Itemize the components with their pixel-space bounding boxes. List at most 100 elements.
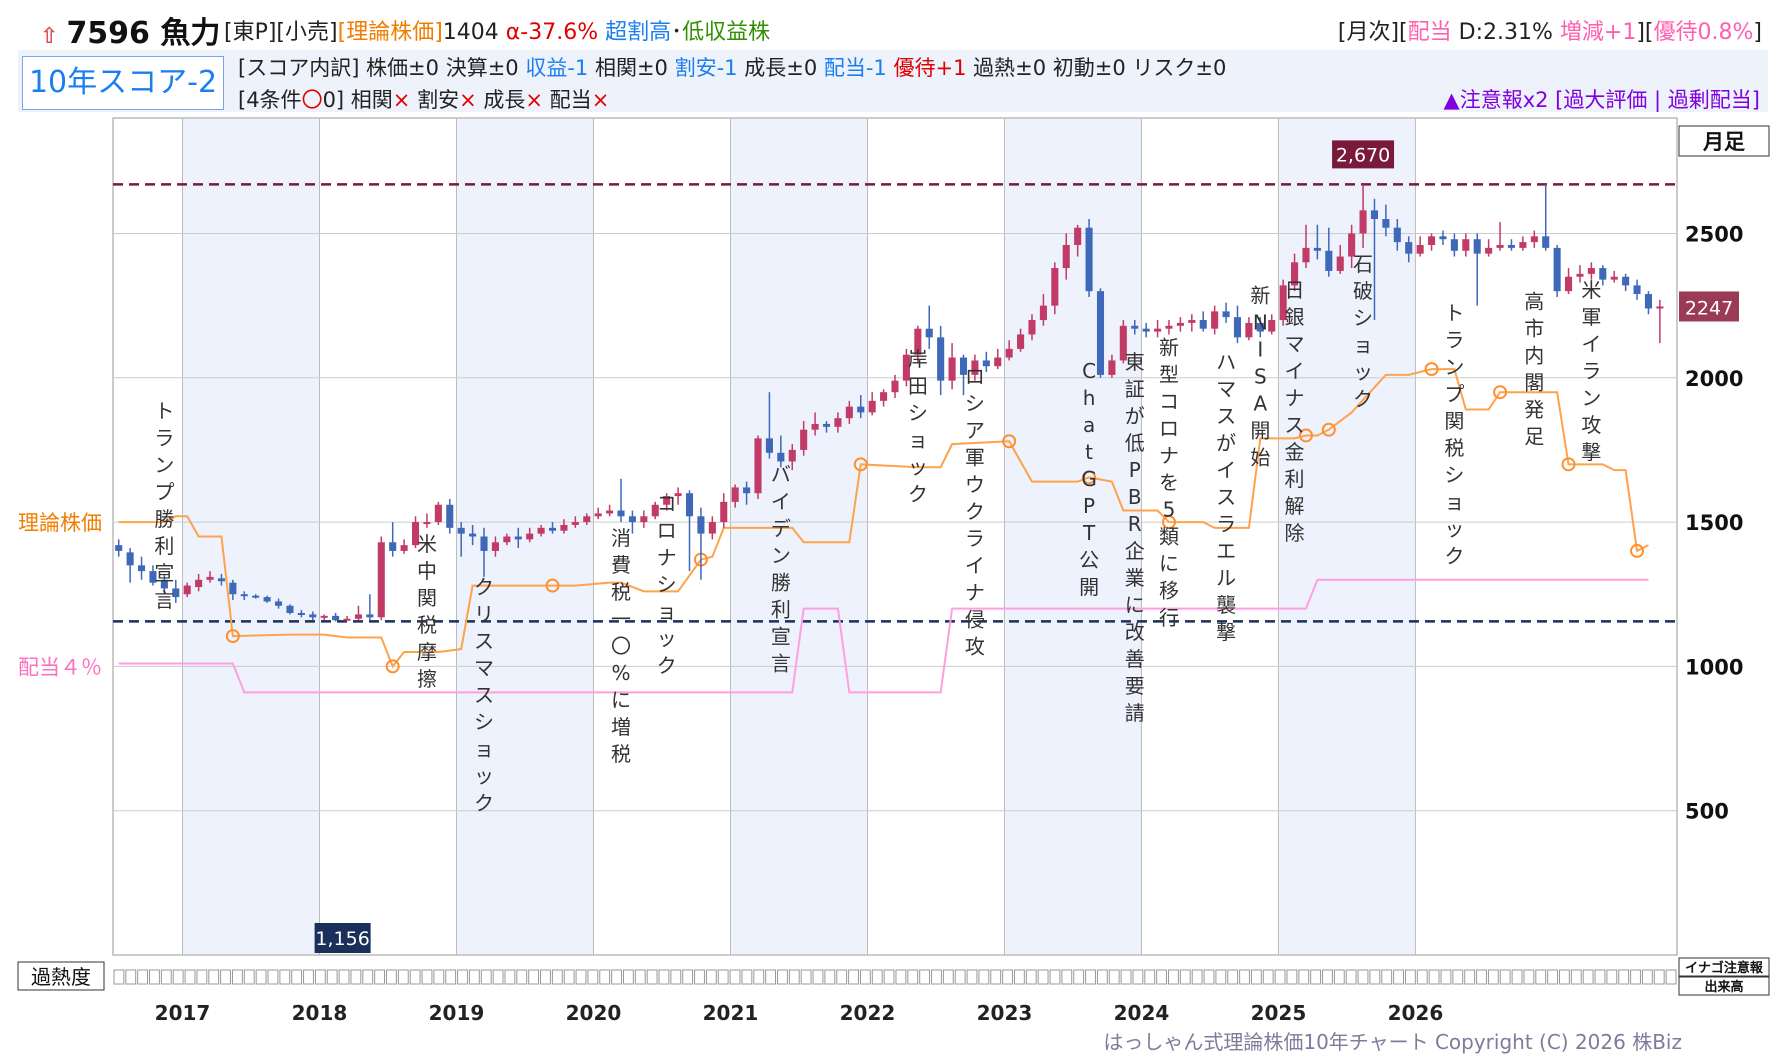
heat-cell (622, 969, 634, 985)
score-breakdown: [スコア内訳] 株価±0 決算±0 収益-1 相関±0 割安-1 成長±0 配当… (238, 52, 1226, 82)
candle-body (503, 536, 511, 543)
event-char: ク (1444, 544, 1464, 568)
event-char: 撃 (1581, 440, 1601, 464)
heat-cell (658, 969, 670, 985)
year-band (1278, 119, 1416, 954)
event-char: ト (154, 399, 174, 423)
event-char: P (1129, 458, 1141, 482)
event-char: 改 (1125, 620, 1145, 644)
candle-body (617, 510, 625, 517)
heat-cell (551, 969, 563, 985)
heat-cell (1298, 969, 1310, 985)
candle-body (343, 618, 351, 621)
event-char: 開 (1250, 419, 1270, 443)
event-char: 撃 (1216, 620, 1236, 644)
candle-body (377, 542, 385, 618)
candle-body (491, 542, 499, 551)
heat-cell (1239, 969, 1250, 985)
year-tick-label: 2018 (292, 1001, 348, 1022)
price-chart: 2017 2018 2019 2020 2021 2022 2023 2024 2025 2026… (17, 117, 1770, 1022)
candle-body (1416, 244, 1424, 254)
up-arrow-icon: ⇧ (40, 24, 59, 49)
candle-body (1154, 328, 1162, 332)
heat-cell (836, 969, 848, 985)
year-tick-label: 2022 (840, 1001, 896, 1022)
heat-cell (871, 969, 883, 985)
year-tick-label: 2020 (566, 1001, 622, 1022)
heat-cell (1120, 969, 1132, 985)
heat-cell (765, 969, 777, 985)
event-char: S (1254, 365, 1267, 389)
event-char: 摩 (417, 640, 437, 664)
heat-cell (563, 969, 575, 985)
candle-body (1565, 276, 1573, 292)
candle-body (1199, 320, 1207, 329)
heat-cell (172, 969, 184, 985)
candle-body (1428, 236, 1436, 245)
theory-marker (1424, 362, 1439, 377)
event-char: 関 (1444, 409, 1464, 433)
candle-body (925, 328, 933, 338)
candle-body (274, 601, 283, 606)
event-char: エ (1216, 539, 1236, 563)
right-label-box (1678, 957, 1770, 977)
event-char: ラ (1216, 512, 1236, 536)
candle-body (126, 552, 134, 566)
event-char: リ (474, 602, 494, 626)
heat-cell (184, 969, 196, 985)
heat-cell (1061, 969, 1073, 985)
heat-cell (1049, 969, 1061, 985)
event-char: ロ (965, 365, 985, 389)
candle-body (651, 504, 659, 517)
heat-cell (1227, 969, 1239, 985)
event-char: 税 (1444, 436, 1464, 460)
candle-body (720, 501, 728, 523)
event-char: 日 (1285, 278, 1305, 302)
event-char: 税 (417, 613, 437, 637)
candle-body (1302, 247, 1310, 263)
event-char: シ (474, 710, 494, 734)
event-char: ョ (1444, 490, 1464, 514)
heat-label: 過熱度 (31, 965, 91, 989)
candle-body (1405, 242, 1413, 254)
event-char: が (1216, 431, 1236, 455)
heat-cell (800, 969, 812, 985)
candle-body (1085, 227, 1093, 292)
heat-cell (682, 969, 694, 985)
heat-cell (540, 969, 551, 985)
event-char: ウ (965, 473, 985, 497)
candle-body (160, 579, 168, 589)
year-tick-label: 2019 (429, 1001, 485, 1022)
event-char: コ (1159, 390, 1179, 414)
event-char: 利 (771, 598, 791, 622)
heat-cell (1013, 969, 1025, 985)
theory-marker (1321, 422, 1336, 437)
score-bar (18, 50, 1768, 112)
heat-cell (1618, 969, 1630, 985)
event-char: 企 (1125, 539, 1145, 563)
event-char: 宣 (771, 625, 791, 649)
heat-cell (1096, 969, 1108, 985)
event-char: B (1128, 485, 1142, 509)
event-char: イ (1581, 332, 1601, 356)
heat-cell (409, 969, 421, 985)
score-box: 10年スコア-2 (22, 56, 224, 110)
candle-body (868, 400, 876, 413)
theory-marker (1561, 457, 1576, 472)
heat-cell (788, 969, 800, 985)
candle-body (1313, 247, 1321, 251)
candle-body (1142, 328, 1150, 332)
heat-cell (1582, 969, 1594, 985)
candle-body (959, 357, 968, 375)
event-char: 攻 (1581, 413, 1601, 437)
heat-cell (468, 969, 480, 985)
event-char: マ (1285, 332, 1305, 356)
heat-cell (1168, 969, 1179, 985)
heat-cell (1428, 969, 1440, 985)
heat-cell (599, 969, 611, 985)
score-part: 過熱±0 初動±0 リスク±0 (966, 56, 1227, 80)
heat-cell (848, 969, 859, 985)
event-char: ク (908, 482, 928, 506)
heat-cell (1487, 969, 1499, 985)
